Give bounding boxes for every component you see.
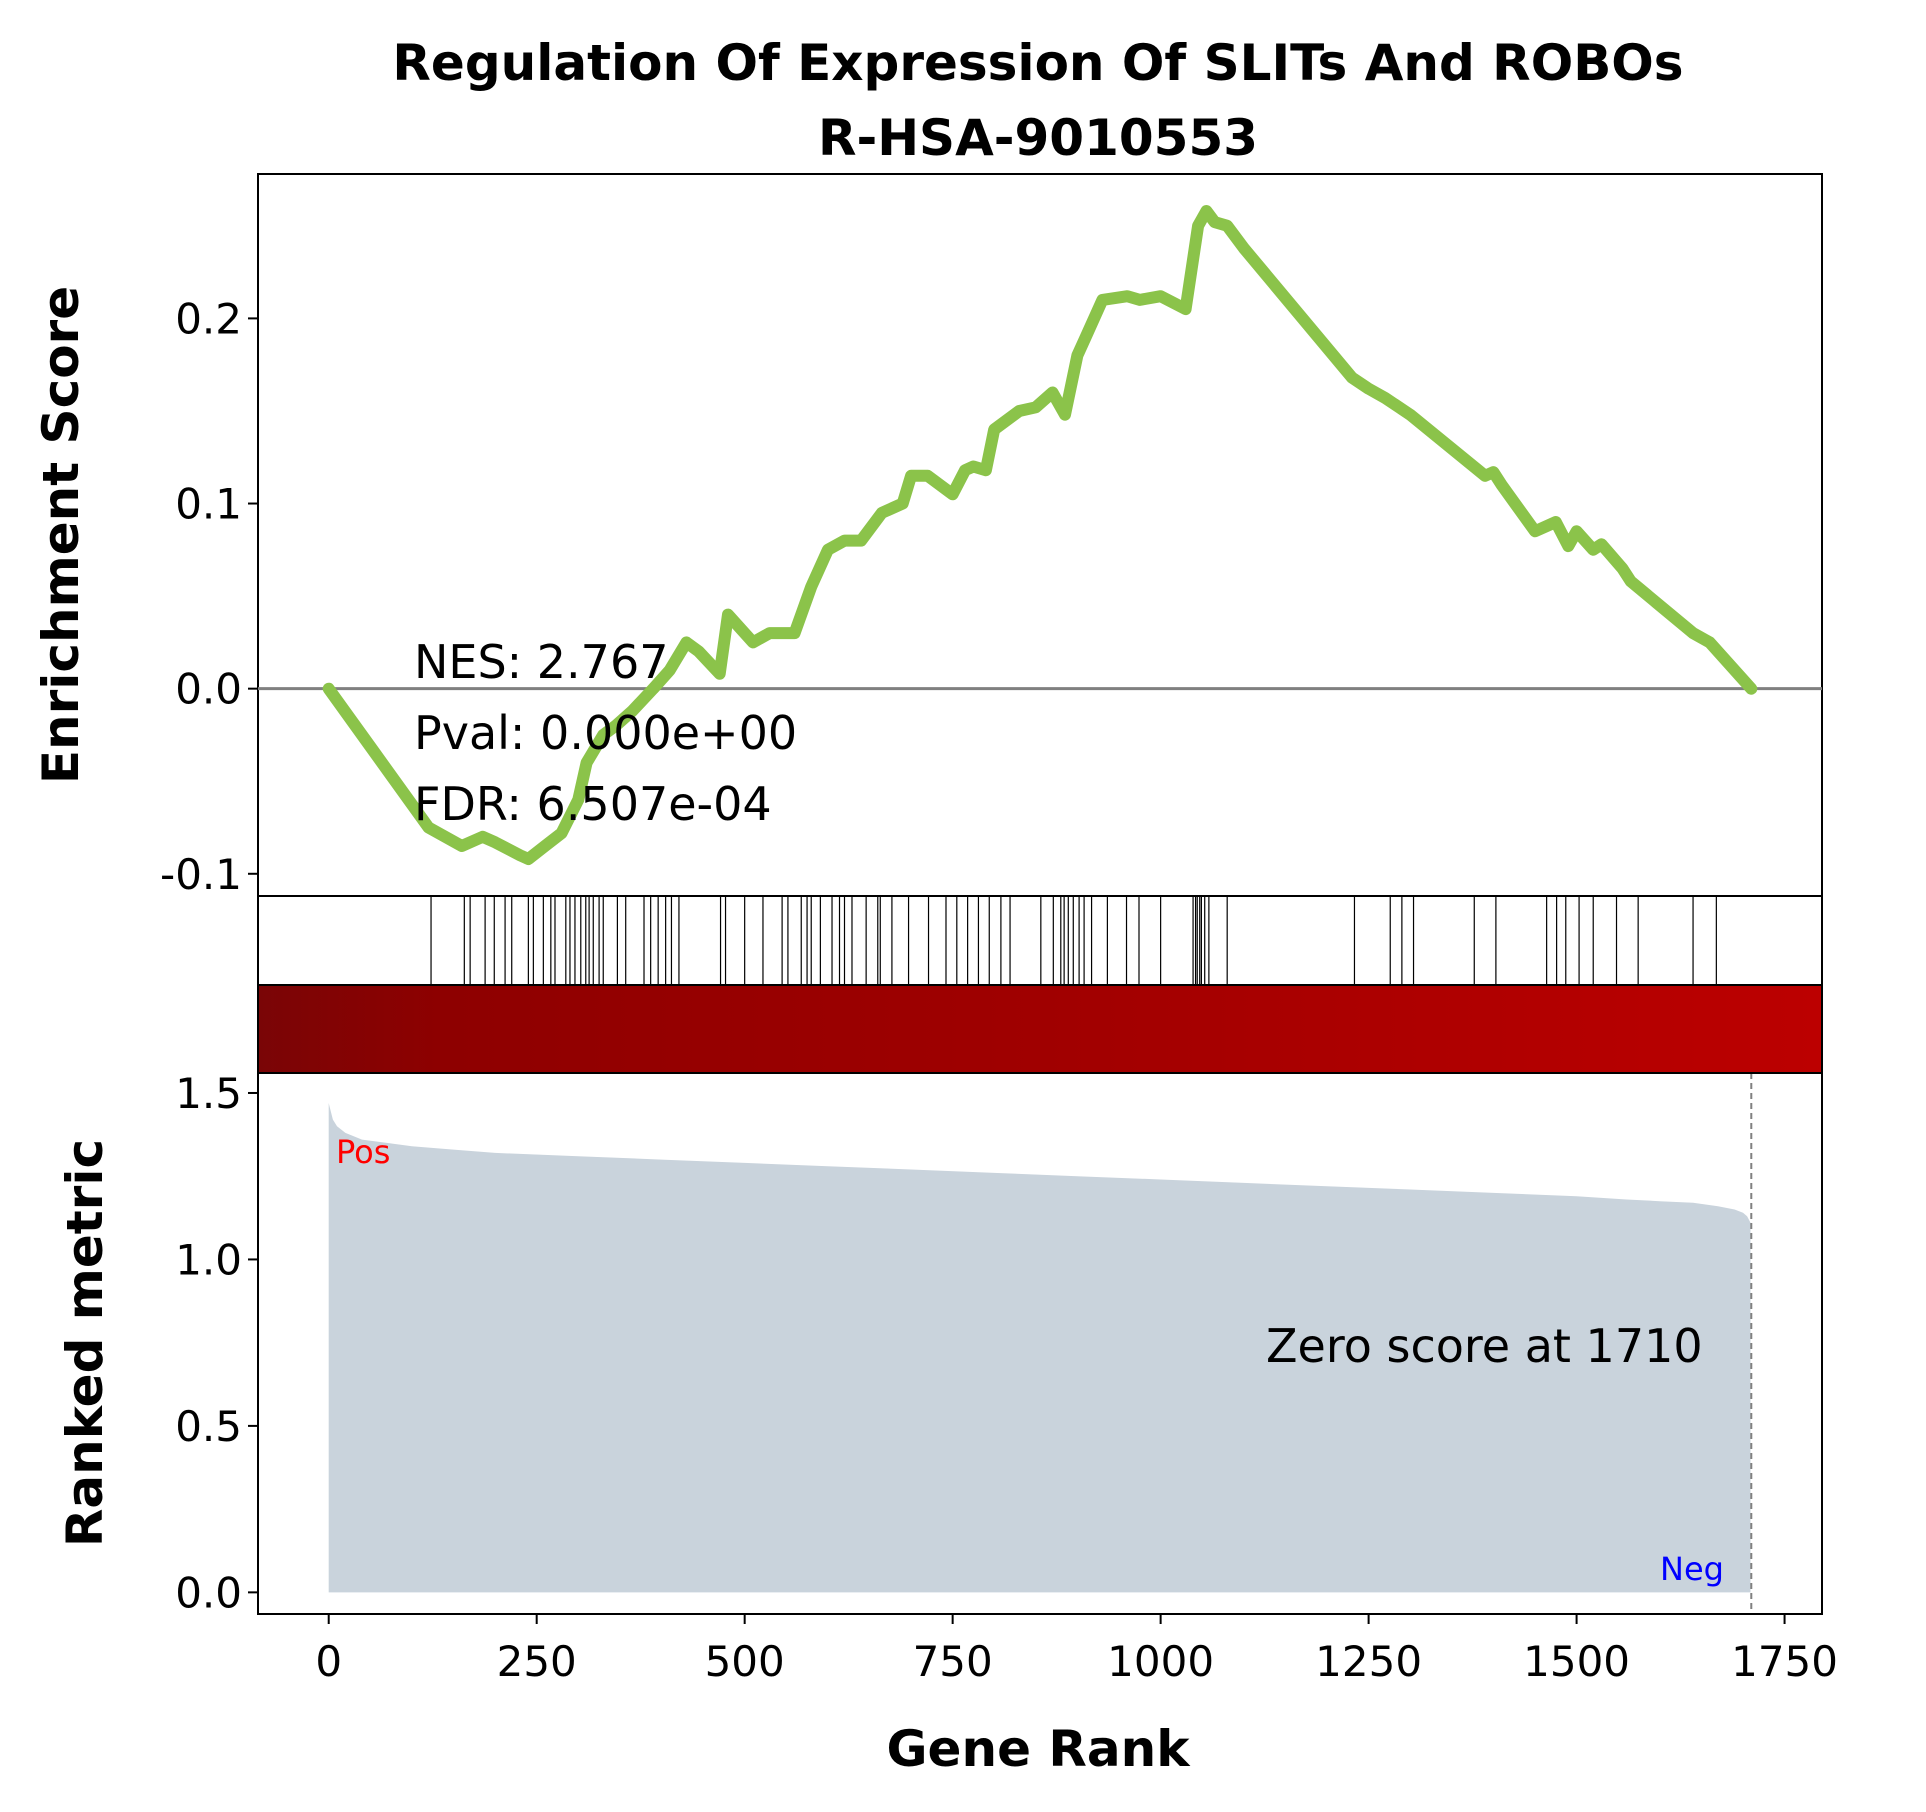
nes-stat: NES: 2.767 [414, 635, 668, 689]
zero-score-text: Zero score at 1710 [1266, 1319, 1703, 1373]
es-y-tick-label: -0.1 [160, 850, 242, 899]
metric-area [328, 1103, 1751, 1593]
es-y-tick-label: 0.2 [175, 294, 242, 343]
x-tick-label: 1750 [1731, 1637, 1838, 1686]
enrichment-score-panel: 0.2 0.1 0.0 -0.1 NES: 2.767 Pval: 0.000e+00… [32, 173, 1823, 899]
chart-subtitle: R-HSA-9010553 [818, 109, 1258, 167]
es-y-axis: 0.2 0.1 0.0 -0.1 [160, 294, 258, 899]
metric-y-tick-label: 1.5 [175, 1069, 242, 1118]
ranked-metric-panel: Pos Neg Zero score at 1710 1.51.00.50.0 … [56, 1069, 1838, 1778]
x-tick-label: 250 [497, 1637, 577, 1686]
es-y-tick-label: 0.0 [175, 665, 242, 714]
x-tick-label: 750 [913, 1637, 993, 1686]
metric-plot-frame [257, 1072, 1823, 1615]
chart-title: Regulation Of Expression Of SLITs And RO… [392, 34, 1683, 92]
metric-y-tick-label: 0.5 [175, 1402, 242, 1451]
x-axis-label: Gene Rank [887, 1720, 1192, 1778]
gene-hits-panel [257, 895, 1823, 986]
es-y-tick-label: 0.1 [175, 480, 242, 529]
hits-frame [257, 895, 1823, 986]
metric-y-axis: 1.5 1.0 0.5 0.0 [175, 1069, 258, 1617]
x-tick-label: 500 [705, 1637, 785, 1686]
pval-stat: Pval: 0.000e+00 [414, 706, 797, 760]
x-tick-label: 0 [315, 1637, 342, 1686]
es-y-axis-label: Enrichment Score [32, 286, 90, 784]
x-axis: 0 250 500 750 1000 1250 1500 1750 [315, 1614, 1838, 1686]
hit-lines [430, 896, 1717, 985]
fdr-stat: FDR: 6.507e-04 [414, 777, 772, 831]
es-curve [322, 205, 1758, 865]
metric-y-tick-label: 0.0 [175, 1568, 242, 1617]
metric-y-axis-label: Ranked metric [56, 1139, 114, 1547]
pos-label: Pos [336, 1133, 390, 1171]
x-tick-label: 1500 [1523, 1637, 1630, 1686]
rank-colorbar [257, 984, 1823, 1074]
neg-label: Neg [1660, 1550, 1724, 1588]
x-tick-label: 1000 [1107, 1637, 1214, 1686]
metric-y-tick-label: 1.0 [175, 1235, 242, 1284]
x-tick-label: 1250 [1315, 1637, 1422, 1686]
